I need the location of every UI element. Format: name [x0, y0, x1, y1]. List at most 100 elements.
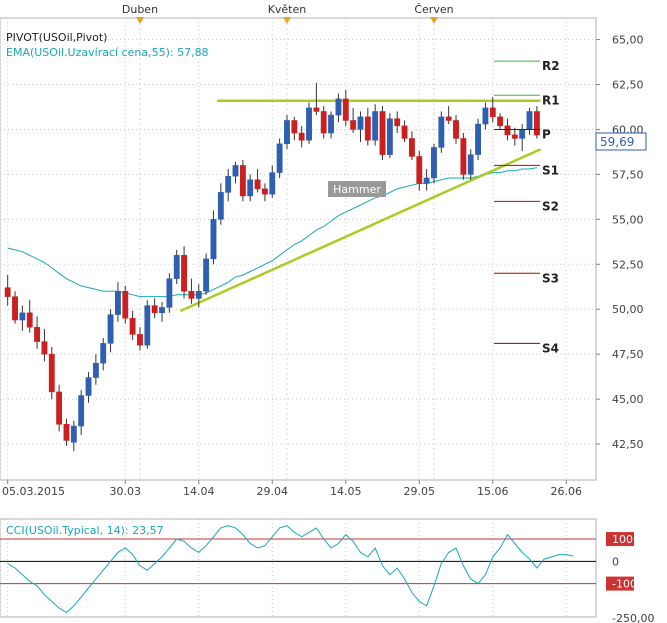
price-tick-label: 52,50	[612, 258, 644, 271]
month-label: Květen	[268, 3, 307, 16]
candle-body	[225, 175, 232, 193]
candle-body	[409, 138, 415, 157]
cci-tick-label: -250,00	[612, 612, 654, 623]
pivot-label-s1: S1	[542, 163, 559, 177]
candle-body	[100, 343, 107, 364]
candle-body	[4, 287, 11, 297]
pivot-label-r1: R1	[542, 93, 560, 107]
candle-body	[511, 134, 518, 139]
month-marker-icon	[429, 17, 438, 24]
month-marker-icon	[135, 17, 144, 24]
pivot-label-s3: S3	[542, 271, 559, 285]
candle-body	[262, 188, 268, 195]
ema-series	[7, 167, 537, 298]
price-tick-label: 65,00	[612, 34, 644, 47]
price-tick-label: 42,50	[612, 438, 644, 451]
candle-body	[247, 179, 254, 197]
price-tick-label: 45,00	[612, 393, 644, 406]
candle-body	[328, 114, 334, 134]
price-tick-label: 62,50	[612, 79, 644, 92]
candle-body	[438, 116, 445, 148]
candle-body	[269, 172, 276, 195]
candle-body	[504, 125, 511, 136]
current-price-box	[595, 132, 647, 151]
candle-body	[467, 154, 474, 175]
candle-body	[431, 147, 437, 179]
current-price-tag: 59,69	[595, 132, 647, 151]
current-price-value: 59,69	[600, 135, 634, 149]
candle-body	[298, 132, 305, 141]
candle-body	[232, 165, 239, 177]
candle-body	[92, 362, 99, 378]
month-label: Červen	[414, 3, 453, 16]
date-tick-label: 30.03	[110, 485, 142, 498]
price-axis: 65,0062,5060,0057,5055,0052,5050,0047,50…	[596, 34, 644, 451]
candle-body	[56, 391, 63, 425]
candle-body	[453, 120, 459, 139]
pivot-label-r2: R2	[542, 59, 560, 73]
legend-cci: CCI(USOil.Typical, 14): 23,57	[6, 524, 164, 537]
date-tick-label: 26.06	[551, 485, 583, 498]
pivot-label-s4: S4	[542, 341, 559, 355]
candle-body	[85, 377, 92, 396]
candle-body	[445, 116, 452, 121]
candle-body	[239, 165, 246, 197]
candle-body	[203, 258, 210, 292]
candle-body	[497, 116, 504, 127]
candle-body	[416, 156, 423, 184]
candle-body	[320, 111, 327, 134]
cci-tick-label: 0	[612, 555, 619, 568]
candle-body	[276, 143, 283, 173]
date-tick-label: 29.05	[404, 485, 436, 498]
legend-pivot: PIVOT(USOil,Pivot)	[6, 31, 107, 44]
date-axis: 05.03.2015 30.03 14.04 29.04 14.05 29.05 15.06…	[2, 480, 582, 498]
candle-body	[129, 317, 136, 335]
candle-body	[379, 111, 386, 155]
cci-axis: 100 0 -100 -250,00	[606, 532, 654, 623]
candle-body	[489, 107, 496, 118]
candle-body	[78, 395, 85, 427]
cci-tick-label: -100	[612, 578, 637, 591]
month-markers: Duben Květen Červen	[122, 3, 454, 24]
cci-tick-badge	[606, 532, 634, 547]
date-tick-label: 05.03.2015	[2, 485, 65, 498]
price-tick-label: 57,50	[612, 168, 644, 181]
price-panel	[0, 17, 597, 481]
candle-body	[115, 290, 121, 315]
candle-body	[210, 219, 217, 260]
candle-body	[166, 278, 173, 308]
pivot-label-s2: S2	[542, 199, 559, 213]
hammer-label-box	[328, 181, 386, 197]
date-tick-label: 14.05	[330, 485, 362, 498]
hammer-annotation: Hammer	[328, 181, 386, 197]
cci-panel	[0, 518, 597, 618]
trendlines	[179, 99, 542, 313]
candles	[4, 82, 540, 452]
candle-body	[144, 305, 151, 346]
candle-body	[70, 425, 77, 443]
cci-tick-label: 100	[612, 533, 633, 546]
candle-body	[12, 296, 18, 321]
hammer-label: Hammer	[333, 183, 381, 196]
candle-body	[533, 111, 540, 136]
candle-body	[526, 111, 533, 130]
candle-body	[173, 255, 180, 279]
candle-body	[335, 98, 342, 116]
legend-ema: EMA(USOil.Uzavírací cena,55): 57,88	[6, 46, 209, 59]
candle-body	[313, 107, 320, 112]
candle-body	[306, 107, 312, 141]
candle-body	[41, 341, 48, 355]
pivot-label-p: P	[542, 127, 551, 141]
candle-body	[195, 290, 202, 299]
date-tick-label: 29.04	[257, 485, 289, 498]
candle-body	[519, 129, 526, 139]
price-tick-label: 55,00	[612, 213, 644, 226]
candle-body	[460, 138, 467, 175]
pivot-levels: R2 R1 P S1 S2 S3 S4	[494, 59, 560, 355]
candle-body	[357, 116, 364, 130]
candle-body	[372, 111, 379, 141]
candle-body	[217, 192, 224, 220]
candle-body	[137, 334, 143, 346]
candle-body	[159, 307, 165, 314]
